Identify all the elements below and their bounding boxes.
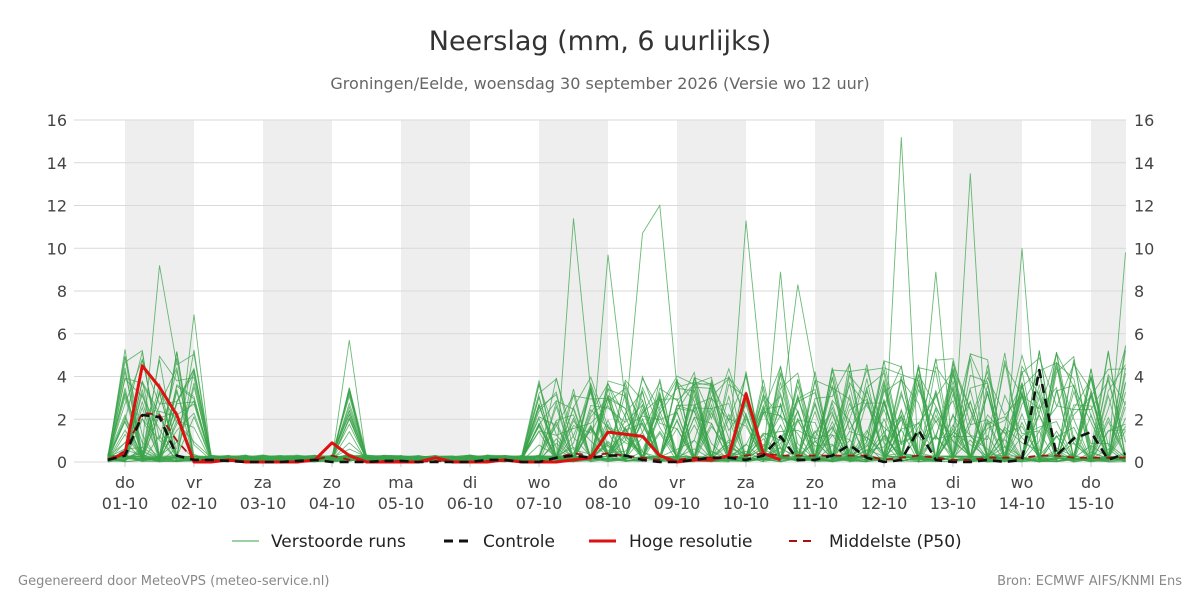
x-tick-day: vr xyxy=(186,473,202,492)
chart-title: Neerslag (mm, 6 uurlijks) xyxy=(429,26,771,57)
legend-label-ensemble: Verstoorde runs xyxy=(271,532,406,552)
legend-label-p50: Middelste (P50) xyxy=(829,532,962,552)
x-tick-date: 01-10 xyxy=(102,494,149,513)
legend: Verstoorde runs Controle Hoge resolutie … xyxy=(232,532,962,552)
x-tick-date: 09-10 xyxy=(654,494,701,513)
x-tick-day: ma xyxy=(388,473,413,492)
y-tick-left: 16 xyxy=(47,111,67,130)
x-tick-date: 07-10 xyxy=(516,494,563,513)
x-tick-date: 11-10 xyxy=(792,494,839,513)
y-tick-left: 8 xyxy=(57,282,67,301)
x-tick-day: ma xyxy=(871,473,896,492)
y-tick-left: 10 xyxy=(47,239,67,258)
footer-generator: Gegenereerd door MeteoVPS (meteo-service… xyxy=(18,574,329,589)
x-tick-date: 08-10 xyxy=(585,494,632,513)
ensemble-run-line xyxy=(107,376,1126,463)
x-axis: do 01-10 vr 02-10 za 03-10 zo 04-10 ma 05-10 di 06-… xyxy=(102,462,1115,513)
y-tick-left: 0 xyxy=(57,453,67,472)
y-tick-left: 12 xyxy=(47,197,67,216)
ensemble-run-line xyxy=(107,252,1126,463)
legend-label-control: Controle xyxy=(483,532,555,552)
x-tick-date: 06-10 xyxy=(447,494,494,513)
x-tick-date: 15-10 xyxy=(1068,494,1115,513)
y-axis-left: 0 2 4 6 8 10 12 14 16 xyxy=(47,111,67,472)
x-tick-day: di xyxy=(463,473,478,492)
y-tick-right: 14 xyxy=(1134,154,1154,173)
y-tick-right: 12 xyxy=(1134,197,1154,216)
x-tick-date: 04-10 xyxy=(309,494,356,513)
x-tick-day: do xyxy=(115,473,135,492)
series-line-controle xyxy=(107,368,1126,464)
x-tick-day: za xyxy=(254,473,272,492)
x-tick-day: zo xyxy=(806,473,824,492)
y-tick-left: 14 xyxy=(47,154,67,173)
y-tick-right: 8 xyxy=(1134,282,1144,301)
y-axis-right: 0 2 4 6 8 10 12 14 16 xyxy=(1134,111,1154,472)
ensemble-run-line xyxy=(107,349,1126,463)
x-tick-day: do xyxy=(598,473,618,492)
y-tick-right: 6 xyxy=(1134,325,1144,344)
chart-subtitle: Groningen/Eelde, woensdag 30 september 2… xyxy=(330,74,869,93)
x-tick-date: 03-10 xyxy=(240,494,287,513)
y-tick-right: 16 xyxy=(1134,111,1154,130)
x-tick-date: 05-10 xyxy=(378,494,425,513)
x-tick-day: vr xyxy=(669,473,685,492)
y-tick-right: 10 xyxy=(1134,239,1154,258)
y-tick-right: 2 xyxy=(1134,410,1144,429)
x-tick-day: zo xyxy=(323,473,341,492)
x-tick-day: za xyxy=(737,473,755,492)
footer-source: Bron: ECMWF AIFS/KNMI Ens xyxy=(997,574,1182,589)
y-tick-right: 4 xyxy=(1134,368,1144,387)
x-tick-date: 13-10 xyxy=(930,494,977,513)
x-tick-day: wo xyxy=(1011,473,1034,492)
x-tick-date: 12-10 xyxy=(861,494,908,513)
legend-label-high-res: Hoge resolutie xyxy=(629,532,753,552)
x-tick-day: do xyxy=(1081,473,1101,492)
x-tick-date: 14-10 xyxy=(999,494,1046,513)
y-tick-left: 2 xyxy=(57,410,67,429)
y-tick-right: 0 xyxy=(1134,453,1144,472)
y-tick-left: 6 xyxy=(57,325,67,344)
ensemble-run-line xyxy=(107,365,1126,463)
x-tick-date: 10-10 xyxy=(723,494,770,513)
x-tick-date: 02-10 xyxy=(171,494,218,513)
x-tick-day: di xyxy=(946,473,961,492)
y-tick-left: 4 xyxy=(57,368,67,387)
main-series-group xyxy=(107,364,1126,464)
x-tick-day: wo xyxy=(528,473,551,492)
